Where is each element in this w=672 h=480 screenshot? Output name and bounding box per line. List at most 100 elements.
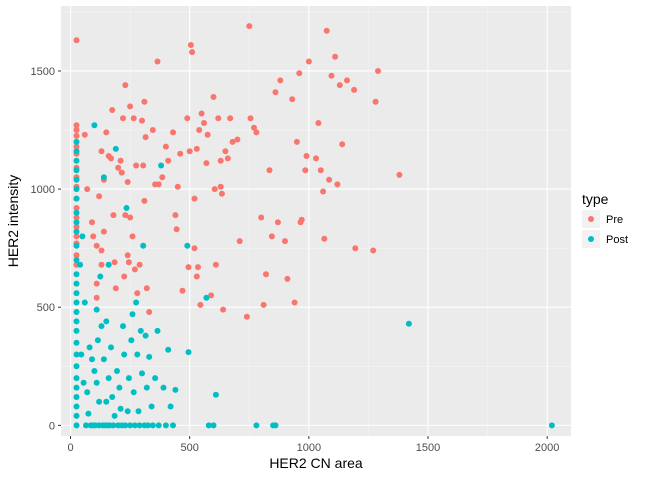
y-tick-label: 0 [49, 420, 55, 432]
data-point-pre [229, 138, 236, 145]
data-point-post [162, 422, 169, 429]
data-point-pre [204, 131, 211, 138]
data-point-post [120, 323, 126, 330]
data-point-pre [323, 27, 330, 34]
data-point-post [100, 356, 107, 363]
data-point-post [160, 384, 167, 391]
data-point-pre [172, 212, 179, 219]
data-point-pre [93, 242, 100, 249]
data-point-post [73, 309, 80, 315]
data-point-pre [165, 157, 172, 164]
data-point-pre [193, 145, 200, 152]
data-point-pre [284, 275, 291, 282]
data-point-post [73, 186, 80, 193]
data-point-pre [215, 115, 222, 122]
data-point-post [73, 271, 80, 278]
data-point-pre [243, 313, 250, 320]
data-point-pre [121, 273, 128, 280]
data-point-post [133, 299, 140, 306]
data-point-post [108, 344, 114, 351]
data-point-pre [375, 68, 381, 74]
data-point-pre [184, 115, 191, 122]
legend-title: type [582, 191, 609, 207]
data-point-pre [73, 252, 80, 259]
data-point-pre [130, 115, 137, 122]
data-point-pre [352, 245, 359, 252]
data-point-pre [351, 86, 358, 93]
data-point-post [139, 370, 145, 377]
data-point-post [152, 375, 159, 382]
data-point-post [73, 138, 80, 145]
data-point-post [93, 379, 100, 386]
data-point-pre [305, 58, 312, 65]
data-point-pre [234, 136, 241, 143]
data-points [73, 23, 555, 429]
data-point-post [272, 422, 279, 429]
data-point-post [78, 351, 85, 358]
data-point-post [140, 242, 147, 249]
data-point-pre [98, 261, 105, 268]
data-point-post [81, 299, 88, 306]
data-point-post [128, 337, 135, 344]
data-point-post [136, 422, 143, 429]
data-point-pre [186, 148, 193, 155]
data-point-pre [111, 259, 118, 266]
data-point-pre [339, 141, 346, 148]
data-point-pre [131, 266, 138, 273]
data-point-pre [173, 226, 180, 233]
data-point-pre [193, 273, 200, 280]
data-point-post [98, 323, 105, 330]
series-pre [73, 23, 403, 320]
data-point-pre [133, 162, 140, 169]
data-point-post [86, 344, 93, 351]
data-point-pre [134, 290, 141, 297]
data-point-post [73, 228, 80, 235]
x-tick-label: 500 [181, 442, 199, 454]
data-point-post [155, 422, 162, 429]
data-point-pre [289, 96, 296, 103]
data-point-pre [191, 195, 198, 202]
data-point-pre [197, 301, 204, 308]
data-point-pre [96, 193, 103, 200]
data-point-pre [155, 181, 162, 188]
data-point-post [73, 257, 80, 263]
data-point-pre [296, 70, 303, 77]
legend-label-pre: Pre [606, 214, 623, 226]
data-point-pre [224, 155, 231, 162]
data-point-pre [326, 176, 333, 183]
data-point-post [154, 327, 161, 334]
data-point-pre [98, 247, 105, 254]
data-point-pre [218, 190, 225, 197]
data-point-pre [320, 188, 327, 195]
data-point-pre [210, 94, 217, 100]
legend-label-post: Post [606, 234, 628, 246]
data-point-pre [201, 120, 207, 126]
data-point-pre [302, 167, 309, 174]
data-point-post [85, 410, 92, 417]
data-point-pre [263, 271, 269, 278]
data-point-post [129, 311, 136, 318]
data-point-post [123, 205, 130, 211]
data-point-post [105, 375, 112, 382]
plot-panel-background [61, 6, 571, 436]
data-point-post [73, 375, 80, 382]
data-point-pre [222, 148, 229, 155]
data-point-post [73, 339, 80, 346]
data-point-post [145, 422, 151, 429]
data-point-pre [195, 264, 201, 271]
data-point-pre [143, 285, 150, 292]
data-point-pre [84, 186, 91, 193]
data-point-post [73, 403, 80, 410]
data-point-pre [203, 160, 210, 167]
data-point-pre [108, 155, 114, 162]
data-point-pre [177, 150, 184, 157]
data-point-pre [174, 183, 181, 190]
data-point-pre [247, 115, 254, 122]
data-point-post [134, 351, 141, 358]
data-point-post [93, 306, 100, 313]
data-point-post [97, 273, 104, 280]
data-point-pre [334, 181, 341, 188]
data-point-post [103, 398, 110, 405]
x-tick-label: 1000 [297, 442, 321, 454]
data-point-post [73, 290, 80, 297]
